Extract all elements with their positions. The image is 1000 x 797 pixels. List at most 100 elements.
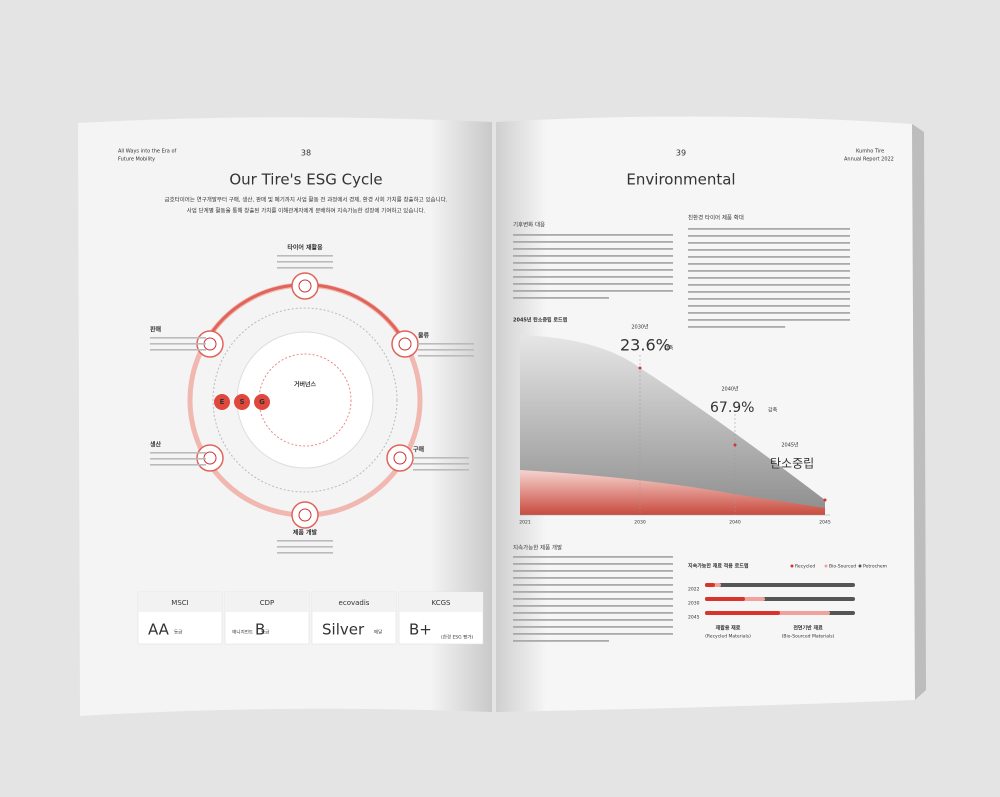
legend-label: Recycled bbox=[795, 564, 815, 570]
text-line bbox=[150, 343, 206, 345]
text-line bbox=[513, 234, 673, 236]
header: Future Mobility bbox=[118, 157, 155, 163]
emission-area bbox=[520, 335, 825, 515]
section-heading: 친환경 타이어 제품 확대 bbox=[688, 214, 744, 222]
section-heading: 지속가능한 제품 개발 bbox=[513, 544, 562, 552]
text-line bbox=[688, 298, 850, 300]
text-line bbox=[688, 228, 850, 230]
text-line bbox=[688, 249, 850, 251]
material-ko: 천연기반 재료 bbox=[793, 625, 823, 632]
node-label: 판매 bbox=[150, 326, 162, 334]
esg-letter: G bbox=[259, 398, 265, 406]
rating-brand: KCGS bbox=[432, 599, 452, 607]
text-line bbox=[513, 556, 673, 558]
text-line bbox=[418, 355, 474, 357]
text-line bbox=[513, 283, 673, 285]
text-line bbox=[513, 255, 673, 257]
material-en: (Bio-Sourced Materials) bbox=[782, 634, 835, 640]
material-ko: 재활용 재료 bbox=[716, 625, 741, 632]
text-line bbox=[513, 276, 673, 278]
text-line bbox=[150, 458, 206, 460]
rating-suffix: (한경 ESG 평가) bbox=[441, 634, 473, 641]
rating-suffix: 등급 bbox=[261, 630, 269, 636]
esg-letter: S bbox=[239, 398, 244, 406]
legend-label: Bio-Sourced bbox=[829, 564, 856, 570]
text-line bbox=[513, 248, 673, 250]
text-line bbox=[688, 263, 850, 265]
text-line bbox=[513, 262, 673, 264]
page-edges bbox=[912, 124, 926, 700]
text-line bbox=[513, 269, 673, 271]
text-line bbox=[513, 640, 609, 642]
node-label: 구매 bbox=[413, 446, 425, 454]
text-line bbox=[513, 290, 673, 292]
header: Annual Report 2022 bbox=[844, 157, 894, 163]
esg-badge bbox=[234, 394, 250, 410]
rating-logo-bg bbox=[138, 592, 222, 612]
text-line bbox=[688, 242, 850, 244]
node-label: 물류 bbox=[418, 332, 430, 340]
inner-ring bbox=[212, 307, 398, 493]
text-line bbox=[513, 297, 609, 299]
chart-point bbox=[823, 498, 827, 502]
text-line bbox=[150, 349, 206, 351]
page-number: 39 bbox=[676, 149, 686, 158]
intro: 사업 단계별 활동을 통해 창출된 가치를 이해관계자에게 분배하여 지속가능한… bbox=[187, 207, 426, 215]
rating-brand: ecovadis bbox=[339, 599, 370, 607]
roadmap-year: 2045 bbox=[688, 615, 700, 621]
text-line bbox=[150, 337, 206, 339]
text-line bbox=[277, 255, 333, 257]
esg-badge bbox=[214, 394, 230, 410]
page-number: 38 bbox=[301, 149, 311, 158]
title: Our Tire's ESG Cycle bbox=[229, 171, 382, 189]
title: Environmental bbox=[626, 171, 735, 189]
text-line bbox=[277, 546, 333, 548]
header: Kumho Tire bbox=[856, 149, 884, 155]
roadmap-year: 2022 bbox=[688, 587, 700, 593]
text-line bbox=[688, 270, 850, 272]
legend-dot bbox=[790, 564, 794, 568]
legend-label: Petrochem bbox=[863, 564, 887, 570]
text-line bbox=[513, 619, 673, 621]
chart-value: 67.9% bbox=[710, 400, 754, 416]
chart-point bbox=[638, 366, 642, 370]
chart-unit: 감축 bbox=[768, 407, 778, 414]
text-line bbox=[688, 284, 850, 286]
text-line bbox=[150, 452, 206, 454]
text-line bbox=[513, 633, 673, 635]
chart-year: 2030년 bbox=[631, 324, 649, 331]
roadmap-bar bbox=[705, 583, 855, 587]
x-label: 2021 bbox=[519, 520, 531, 526]
material-en: (Recycled Materials) bbox=[705, 634, 751, 640]
x-label: 2030 bbox=[634, 520, 646, 526]
chart-point bbox=[733, 443, 737, 447]
text-line bbox=[150, 464, 206, 466]
text-line bbox=[418, 343, 474, 345]
rating-suffix: 등급 bbox=[174, 630, 182, 636]
text-line bbox=[688, 291, 850, 293]
text-line bbox=[513, 570, 673, 572]
x-label: 2045 bbox=[819, 520, 831, 526]
node-icon-inner bbox=[298, 279, 312, 293]
text-line bbox=[688, 305, 850, 307]
roadmap-bar bbox=[705, 583, 715, 587]
esg-badge bbox=[254, 394, 270, 410]
text-line bbox=[413, 469, 469, 471]
roadmap-title: 지속가능한 재료 적용 로드맵 bbox=[688, 563, 749, 570]
section-heading: 기후변화 대응 bbox=[513, 221, 545, 229]
node-icon bbox=[386, 444, 414, 472]
node-label: 타이어 재활용 bbox=[287, 244, 323, 252]
node-icon-inner bbox=[398, 337, 412, 351]
rating-brand: CDP bbox=[260, 599, 275, 607]
text-line bbox=[513, 612, 673, 614]
text-line bbox=[688, 312, 850, 314]
rating-grade: B bbox=[255, 621, 265, 639]
rating-brand: MSCI bbox=[171, 599, 188, 607]
chart-value: 23.6% bbox=[620, 336, 671, 355]
rating-grade: Silver bbox=[322, 621, 365, 639]
text-line bbox=[513, 563, 673, 565]
chart-unit: 감축 bbox=[664, 345, 674, 352]
text-line bbox=[277, 552, 333, 554]
text-line bbox=[688, 277, 850, 279]
text-line bbox=[513, 577, 673, 579]
